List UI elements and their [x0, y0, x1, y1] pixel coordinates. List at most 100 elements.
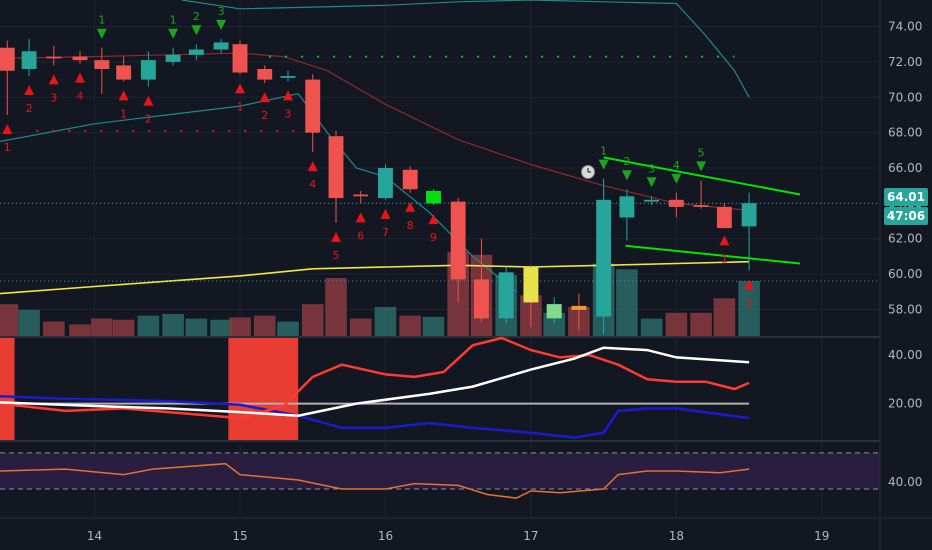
sell-marker-label: 1 — [4, 141, 11, 154]
buy-arrow-marker — [168, 28, 179, 39]
buy-marker-label: 3 — [218, 5, 225, 18]
buy-marker-label: 1 — [98, 14, 105, 27]
sell-marker-label: 1 — [721, 252, 728, 265]
candle-body — [644, 199, 660, 202]
dmi-highlight-bar — [0, 338, 15, 440]
sell-marker-label: 1 — [120, 107, 127, 120]
buy-marker-label: 1 — [170, 14, 177, 27]
volume-bar — [137, 315, 160, 336]
buy-marker-label: 5 — [698, 146, 705, 159]
rsi-tick-label: 40.00 — [888, 475, 922, 489]
sell-arrow-marker — [24, 85, 35, 96]
sell-marker-label: 7 — [382, 226, 389, 239]
candle-body — [213, 42, 229, 50]
candle-body-highlight — [571, 305, 587, 310]
sell-arrow-marker — [75, 72, 85, 83]
sell-marker-label: 4 — [77, 90, 84, 103]
bollinger-lower-line — [0, 93, 517, 293]
candle-body — [257, 68, 273, 80]
buy-arrow-marker — [696, 161, 707, 172]
sell-marker-label: 6 — [357, 229, 364, 242]
volume-bar — [690, 312, 712, 336]
sell-arrow-marker — [744, 279, 755, 290]
buy-arrow-marker — [216, 19, 227, 30]
time-tick-label: 19 — [814, 529, 829, 543]
dmi-highlight-bar — [228, 338, 299, 440]
alarm-clock-icon[interactable] — [581, 165, 595, 179]
volume-bar — [43, 321, 65, 336]
sell-marker-label: 9 — [430, 231, 437, 244]
price-tick-label: 72.00 — [888, 55, 922, 69]
candle-body — [305, 79, 321, 133]
volume-bar — [665, 312, 688, 336]
price-overlays — [0, 0, 880, 295]
sell-marker-label: 2 — [26, 102, 33, 115]
last-price-label: 64.01 — [887, 190, 925, 204]
candle-body — [402, 169, 418, 190]
candle-body — [353, 194, 369, 197]
price-axis-background — [880, 0, 932, 550]
candle-body — [165, 54, 181, 62]
dmi-plus-line — [0, 336, 750, 420]
trendline-upper — [603, 156, 801, 196]
buy-marker-label: 4 — [673, 159, 680, 172]
volume-bar — [69, 324, 91, 336]
candle-body — [46, 56, 62, 59]
volume-bar — [301, 304, 324, 336]
rsi-band — [0, 452, 880, 490]
price-tick-label: 74.00 — [888, 20, 922, 34]
sell-arrow-marker — [259, 92, 270, 103]
candle-body — [378, 168, 393, 199]
candle-body — [596, 199, 612, 317]
candle-body — [140, 60, 156, 80]
candle-body — [188, 49, 204, 55]
candle-body — [619, 196, 635, 218]
sell-arrow-marker — [307, 161, 318, 172]
volume-bar — [399, 315, 421, 336]
candle-body — [116, 65, 132, 80]
volume-bar — [210, 319, 232, 336]
sell-arrow-marker — [380, 208, 391, 219]
volume-bar — [325, 278, 347, 336]
volume-bar — [112, 319, 135, 336]
candle-body — [474, 279, 489, 319]
sell-arrow-marker — [428, 214, 439, 225]
volume-bar — [543, 312, 565, 336]
price-tags: 64.01 47:06 — [884, 188, 928, 225]
candle-body-highlight — [523, 267, 539, 303]
dmi-pane — [0, 336, 750, 440]
rsi-pane — [0, 452, 880, 499]
candle-body-highlight — [426, 190, 441, 204]
sell-marker-label: 1 — [237, 100, 244, 113]
time-tick-label: 16 — [378, 529, 393, 543]
countdown-label: 47:06 — [887, 209, 925, 223]
ma-yellow-line — [0, 260, 750, 295]
sell-marker-label: 3 — [50, 91, 57, 104]
volume-bar — [162, 313, 184, 336]
dmi-minus-line — [0, 395, 750, 439]
dmi-tick-label: 20.00 — [888, 397, 922, 411]
candle-body — [693, 205, 709, 207]
sell-marker-label: 3 — [285, 107, 292, 120]
candles — [0, 38, 757, 335]
volume-bar — [229, 317, 251, 336]
sell-marker-label: 4 — [309, 178, 316, 191]
volume-bar — [738, 280, 760, 336]
volume-bar — [18, 309, 40, 336]
sell-arrow-marker — [283, 90, 293, 101]
buy-marker-label: 3 — [648, 162, 655, 175]
volume-bar — [422, 316, 445, 336]
volume-bar — [277, 321, 299, 336]
td-markers: 1 2 3 4 1 2 1 2 3 4 5 6 7 8 9 1 2 1 1 2 3 1 2 3 4 5 — [2, 5, 755, 310]
buy-arrow-marker — [671, 173, 682, 184]
volume-bar — [374, 307, 397, 336]
sell-arrow-marker — [719, 235, 730, 246]
price-tick-label: 66.00 — [888, 161, 922, 175]
sell-arrow-marker — [405, 201, 416, 212]
sell-marker-label: 2 — [145, 113, 152, 126]
candle-body — [232, 44, 248, 73]
sell-arrow-marker — [118, 90, 129, 101]
buy-arrow-marker — [621, 170, 632, 181]
